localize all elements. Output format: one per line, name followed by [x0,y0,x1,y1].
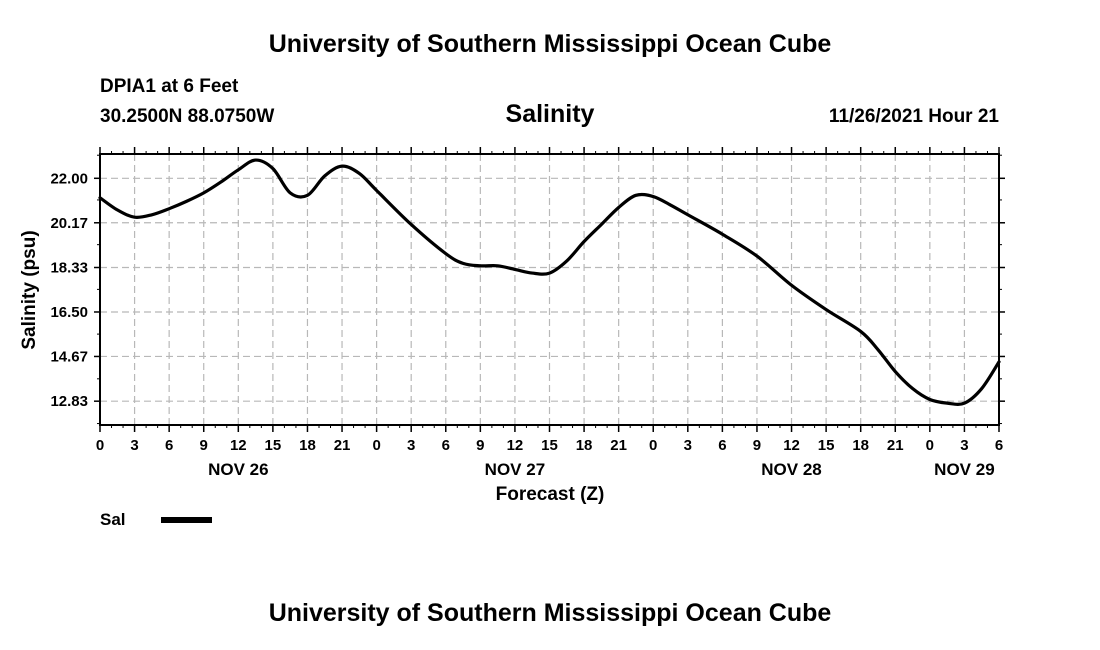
x-tick-label: 12 [230,437,247,454]
x-tick-label: 21 [610,437,627,454]
x-tick-label: 21 [334,437,351,454]
y-tick-label: 18.33 [50,260,88,277]
date-label: NOV 28 [761,460,821,479]
y-tick-label: 12.83 [50,393,88,410]
x-tick-label: 0 [372,437,380,454]
footer-title: University of Southern Mississippi Ocean… [268,599,832,627]
x-tick-label: 21 [887,437,904,454]
forecast-datetime: 11/26/2021 Hour 21 [828,106,999,127]
y-axis-label: Salinity (psu) [19,230,40,349]
series-layer [98,158,1001,406]
x-tick-label: 6 [165,437,173,454]
station-label: DPIA1 at 6 Feet [100,76,239,97]
x-tick-label: 3 [130,437,138,454]
x-tick-label: 15 [818,437,835,454]
grid [100,154,999,425]
x-tick-label: 0 [926,437,934,454]
x-axis-label: Forecast (Z) [496,484,605,505]
x-tick-label: 15 [265,437,282,454]
x-tick-label: 9 [753,437,761,454]
y-tick-label: 14.67 [50,348,88,365]
chart-title: Salinity [505,100,595,128]
x-tick-label: 15 [541,437,558,454]
page-title: University of Southern Mississippi Ocean… [268,30,832,58]
y-tick-label: 22.00 [50,170,88,187]
date-label: NOV 29 [934,460,994,479]
date-label: NOV 26 [208,460,268,479]
x-tick-label: 12 [783,437,800,454]
date-label: NOV 27 [485,460,545,479]
x-tick-label: 6 [718,437,726,454]
x-tick-label: 18 [299,437,316,454]
x-tick-label: 3 [407,437,415,454]
legend-label: Sal [100,510,126,529]
y-tick-label: 16.50 [50,304,88,321]
x-tick-label: 18 [576,437,593,454]
x-tick-label: 0 [649,437,657,454]
x-tick-label: 9 [200,437,208,454]
y-tick-label: 20.17 [50,215,88,232]
x-tick-label: 18 [852,437,869,454]
x-tick-label: 6 [995,437,1003,454]
x-tick-label: 9 [476,437,484,454]
x-tick-label: 6 [442,437,450,454]
x-tick-label: 3 [960,437,968,454]
legend-swatch [161,517,212,523]
x-tick-label: 3 [684,437,692,454]
plot-frame [99,153,1000,426]
series-line-sal [98,158,1001,406]
x-tick-label: 0 [96,437,104,454]
coordinates-label: 30.2500N 88.0750W [100,106,275,127]
x-tick-label: 12 [507,437,524,454]
axes: 0 3 6 9 12 15 18 21 0 3 6 9 12 15 18 21 0 3 6 9 12 15 18 21 0 3 6 1… [50,147,1005,479]
